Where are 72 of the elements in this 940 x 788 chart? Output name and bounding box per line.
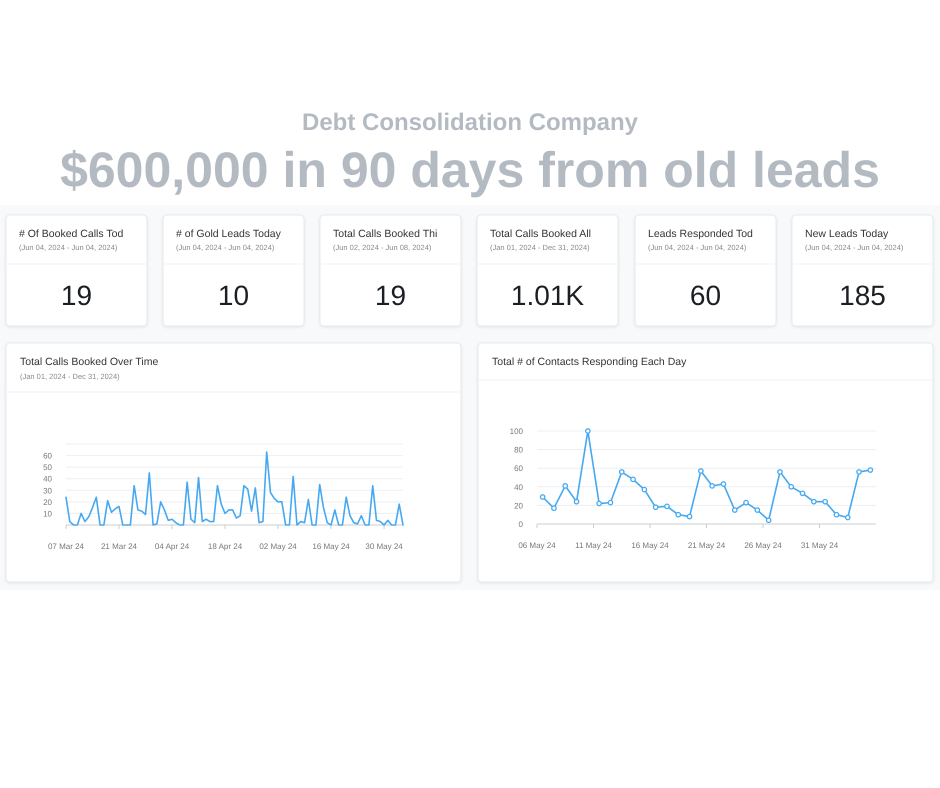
y-tick-label: 80 (514, 446, 524, 455)
text: 185 (839, 280, 886, 311)
point (868, 467, 874, 473)
text: Total Calls Booked All (490, 228, 591, 240)
point (618, 469, 625, 475)
x-tick-label: 11 May 24 (575, 541, 612, 550)
point (664, 503, 670, 510)
point (856, 469, 862, 475)
y-tick-label: 50 (43, 463, 53, 472)
x-tick-label: 06 May 24 (518, 541, 556, 550)
point (562, 483, 568, 489)
x-tick-label: 31 May 24 (800, 541, 839, 550)
text: Leads Responded Tod (648, 228, 754, 240)
point (551, 505, 557, 512)
y-tick-label: 0 (518, 520, 524, 529)
point (652, 504, 658, 510)
y-tick-label: 60 (514, 464, 524, 474)
y-tick-label: 60 (43, 452, 53, 461)
y-tick-label: 30 (43, 486, 53, 496)
text: $600,000 in 90 days from old leads (60, 142, 880, 198)
x-tick-label: 30 May 24 (365, 542, 404, 551)
point (585, 428, 591, 434)
line-series (65, 451, 404, 526)
point (720, 481, 726, 487)
point (630, 476, 636, 482)
point (698, 468, 704, 474)
text: Debt Consolidation Company (302, 109, 639, 136)
text: Total Calls Booked Thi (333, 228, 438, 240)
y-tick-label: 10 (43, 509, 53, 518)
point (811, 498, 817, 505)
y-tick-label: 20 (514, 501, 524, 510)
x-tick-label: 18 Apr 24 (208, 542, 243, 551)
text: 19 (60, 280, 92, 311)
y-tick-label: 40 (43, 474, 53, 484)
point (540, 494, 546, 500)
point (574, 498, 580, 505)
point (675, 512, 682, 518)
point (844, 514, 851, 520)
point (642, 486, 648, 492)
text: 60 (690, 280, 722, 311)
x-tick-label: 26 May 24 (744, 541, 782, 550)
chart-title: Total # of Contacts Responding Each Day (492, 356, 688, 368)
x-tick-label: 07 Mar 24 (48, 542, 85, 551)
x-tick-label: 04 Apr 24 (154, 542, 190, 551)
text: 19 (374, 280, 406, 311)
point (766, 517, 772, 524)
point (608, 500, 614, 506)
point (709, 483, 715, 489)
y-tick-label: 100 (510, 427, 524, 436)
point (743, 500, 749, 506)
point (788, 484, 794, 490)
point (822, 498, 828, 505)
text: 1.01K (510, 280, 584, 311)
x-tick-label: 21 May 24 (688, 541, 726, 550)
text: 10 (218, 280, 250, 311)
text: # of Gold Leads Today (176, 228, 282, 240)
point (686, 514, 692, 520)
x-tick-label: 21 Mar 24 (100, 542, 138, 551)
point (800, 490, 806, 496)
point (596, 500, 602, 506)
text: New Leads Today (805, 228, 890, 240)
point (777, 469, 783, 475)
point (732, 507, 738, 513)
x-tick-label: 02 May 24 (259, 542, 298, 551)
text: # Of Booked Calls Tod (19, 228, 124, 240)
point (834, 512, 840, 518)
chart-title: Total Calls Booked Over Time (20, 356, 158, 368)
y-tick-label: 20 (43, 498, 53, 507)
x-tick-label: 16 May 24 (312, 542, 350, 551)
x-tick-label: 16 May 24 (631, 541, 670, 550)
y-tick-label: 40 (514, 482, 524, 492)
point (754, 507, 760, 513)
